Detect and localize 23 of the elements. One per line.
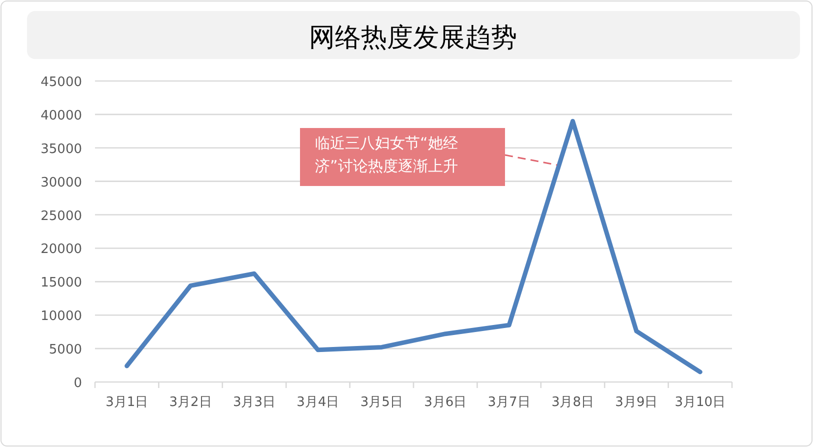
x-tick-label: 3月9日 <box>615 395 658 410</box>
x-tick-label: 3月10日 <box>674 395 726 410</box>
x-tick-label: 3月2日 <box>169 395 212 410</box>
x-tick-label: 3月7日 <box>488 395 530 410</box>
y-tick-label: 25000 <box>40 208 82 224</box>
annotation: 临近三八妇女节“她经济”讨论热度逐渐上升 <box>314 133 459 177</box>
x-tick-label: 3月6日 <box>424 395 467 410</box>
y-tick-label: 30000 <box>40 175 82 190</box>
x-tick-label: 3月4日 <box>296 395 340 410</box>
y-tick-label: 0 <box>74 376 82 391</box>
x-tick-label: 3月3日 <box>232 395 276 410</box>
chart-title: 网络热度发展趋势 <box>309 23 517 53</box>
y-tick-label: 5000 <box>48 342 82 358</box>
y-tick-label: 10000 <box>40 309 82 324</box>
x-tick-label: 3月8日 <box>551 395 594 410</box>
y-tick-label: 15000 <box>40 276 82 291</box>
y-tick-label: 35000 <box>40 142 82 157</box>
x-tick-label: 3月1日 <box>106 395 148 410</box>
x-tick-label: 3月5日 <box>360 395 403 410</box>
y-tick-label: 20000 <box>40 242 82 258</box>
line-series <box>124 118 702 374</box>
y-tick-label: 45000 <box>40 75 82 90</box>
y-tick-label: 40000 <box>40 108 82 124</box>
